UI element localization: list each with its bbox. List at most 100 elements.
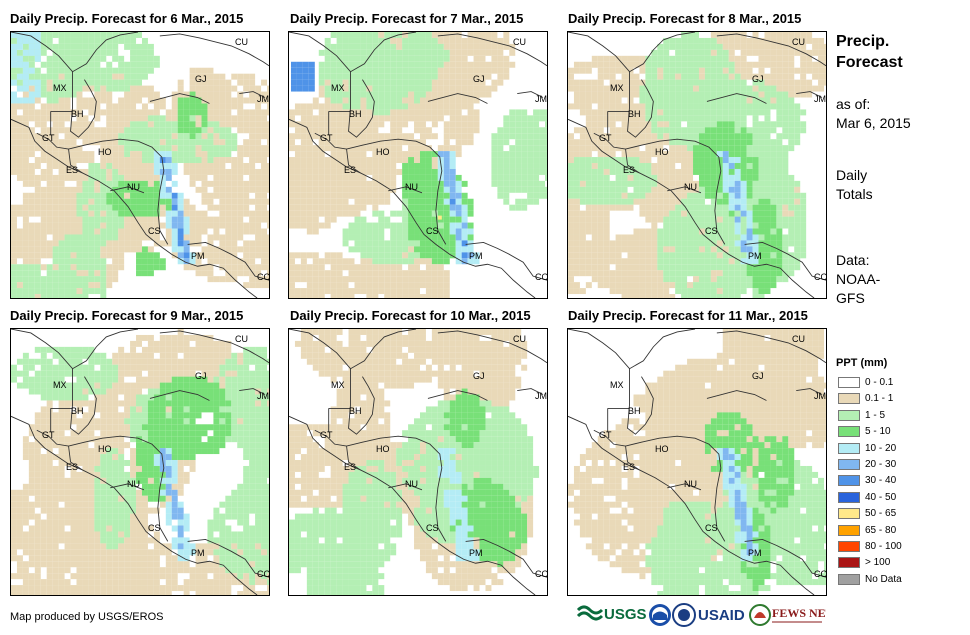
- precip-cell: [58, 103, 65, 110]
- precip-cell: [255, 115, 262, 122]
- precip-cell: [165, 151, 172, 158]
- precip-cell: [354, 121, 361, 128]
- precip-cell: [455, 133, 462, 140]
- precip-cell: [693, 240, 699, 247]
- precip-cell: [710, 157, 717, 164]
- precip-cell: [579, 157, 586, 164]
- precip-cell: [533, 168, 540, 175]
- precip-cell: [603, 97, 610, 104]
- precip-cell: [64, 151, 71, 158]
- precip-cell: [687, 168, 694, 175]
- precip-cell: [46, 198, 53, 205]
- precip-cell: [348, 37, 355, 44]
- precip-cell: [207, 364, 214, 371]
- precip-cell: [354, 127, 361, 134]
- precip-cell: [342, 264, 349, 271]
- precip-cell: [378, 43, 385, 50]
- precip-cell: [213, 222, 220, 229]
- precip-cell: [384, 32, 391, 38]
- precip-cell: [177, 364, 184, 371]
- precip-cell: [153, 61, 160, 68]
- precip-cell: [782, 73, 789, 80]
- precip-cell: [34, 294, 41, 298]
- precip-cell: [491, 180, 498, 187]
- precip-cell: [408, 133, 415, 140]
- precip-cell: [348, 73, 355, 80]
- precip-cell: [100, 376, 107, 383]
- precip-cell: [300, 204, 307, 211]
- precip-cell: [675, 151, 682, 158]
- precip-cell: [348, 222, 355, 229]
- precip-cell: [336, 264, 343, 271]
- precip-cell: [28, 388, 35, 395]
- precip-cell: [443, 133, 450, 140]
- precip-cell: [189, 121, 196, 128]
- precip-cell: [243, 388, 250, 395]
- precip-cell: [231, 115, 238, 122]
- precip-cell: [124, 246, 131, 253]
- precip-cell: [669, 97, 676, 104]
- precip-cell: [704, 186, 711, 193]
- precip-cell: [213, 382, 220, 389]
- precip-cell: [657, 276, 664, 283]
- precip-cell: [360, 186, 367, 193]
- precip-cell: [746, 264, 753, 271]
- precip-cell: [261, 234, 268, 241]
- precip-cell: [94, 79, 101, 86]
- precip-cell: [585, 222, 592, 229]
- precip-cell: [633, 282, 640, 289]
- precip-cell: [461, 216, 468, 223]
- precip-cell: [716, 192, 723, 199]
- precip-cell: [627, 97, 634, 104]
- precip-cell: [675, 252, 682, 259]
- precip-cell: [752, 222, 759, 229]
- precip-cell: [449, 234, 456, 241]
- precip-cell: [378, 61, 385, 68]
- precip-cell: [267, 163, 269, 169]
- precip-cell: [414, 240, 420, 247]
- precip-cell: [521, 127, 528, 134]
- precip-cell: [693, 210, 699, 217]
- precip-cell: [177, 240, 184, 247]
- precip-cell: [455, 246, 462, 253]
- precip-cell: [22, 168, 29, 175]
- precip-cell: [237, 180, 244, 187]
- precip-cell: [189, 234, 196, 241]
- precip-cell: [776, 67, 783, 74]
- precip-cell: [621, 73, 628, 80]
- precip-cell: [657, 151, 664, 158]
- precip-cell: [366, 139, 373, 146]
- precip-cell: [443, 216, 450, 223]
- precip-cell: [461, 97, 468, 104]
- precip-cell: [657, 198, 664, 205]
- precip-cell: [693, 109, 699, 116]
- precip-cell: [76, 382, 83, 389]
- precip-cell: [728, 163, 735, 169]
- precip-cell: [46, 109, 53, 116]
- precip-cell: [752, 270, 759, 277]
- precip-cell: [734, 37, 741, 44]
- precip-cell: [800, 240, 807, 247]
- precip-cell: [609, 282, 616, 289]
- precip-cell: [289, 157, 295, 164]
- precip-cell: [130, 370, 137, 377]
- precip-cell: [414, 282, 420, 289]
- precip-cell: [657, 49, 664, 56]
- precip-cell: [704, 270, 711, 277]
- precip-cell: [390, 91, 397, 98]
- precip-cell: [118, 234, 125, 241]
- precip-cell: [633, 73, 640, 80]
- precip-cell: [11, 246, 17, 253]
- precip-cell: [207, 121, 214, 128]
- precip-cell: [776, 49, 783, 56]
- precip-cell: [728, 85, 735, 92]
- precip-cell: [449, 210, 456, 217]
- precip-cell: [597, 228, 604, 235]
- precip-cell: [585, 210, 592, 217]
- precip-cell: [52, 282, 59, 289]
- precip-cell: [722, 192, 729, 199]
- precip-cell: [318, 204, 325, 211]
- precip-cell: [28, 382, 35, 389]
- precip-cell: [153, 340, 160, 347]
- precip-cell: [94, 288, 101, 295]
